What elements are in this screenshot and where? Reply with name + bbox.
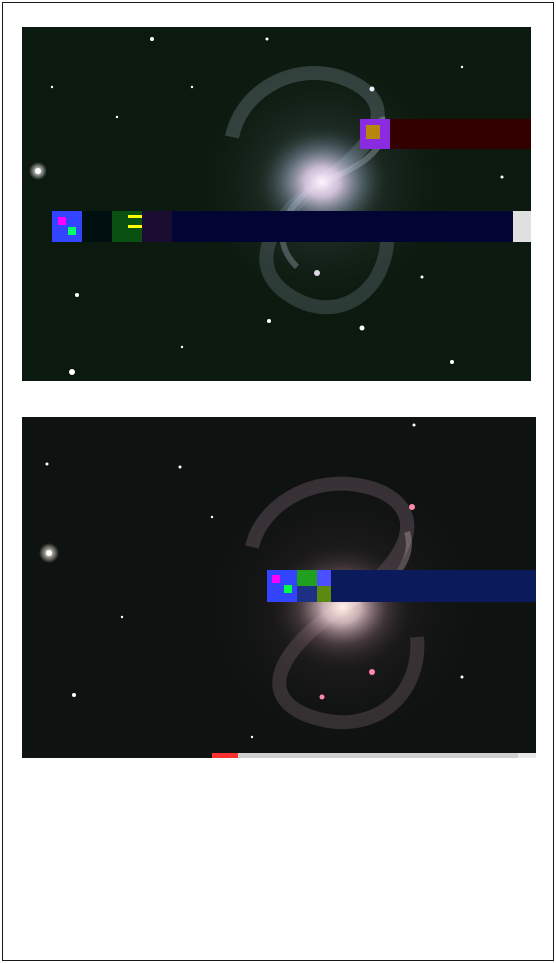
galaxy-image-bottom xyxy=(22,417,536,758)
galaxy-photo-bottom xyxy=(22,417,536,758)
galaxy-image-top xyxy=(22,27,531,381)
galaxy-photo-top xyxy=(22,27,531,381)
